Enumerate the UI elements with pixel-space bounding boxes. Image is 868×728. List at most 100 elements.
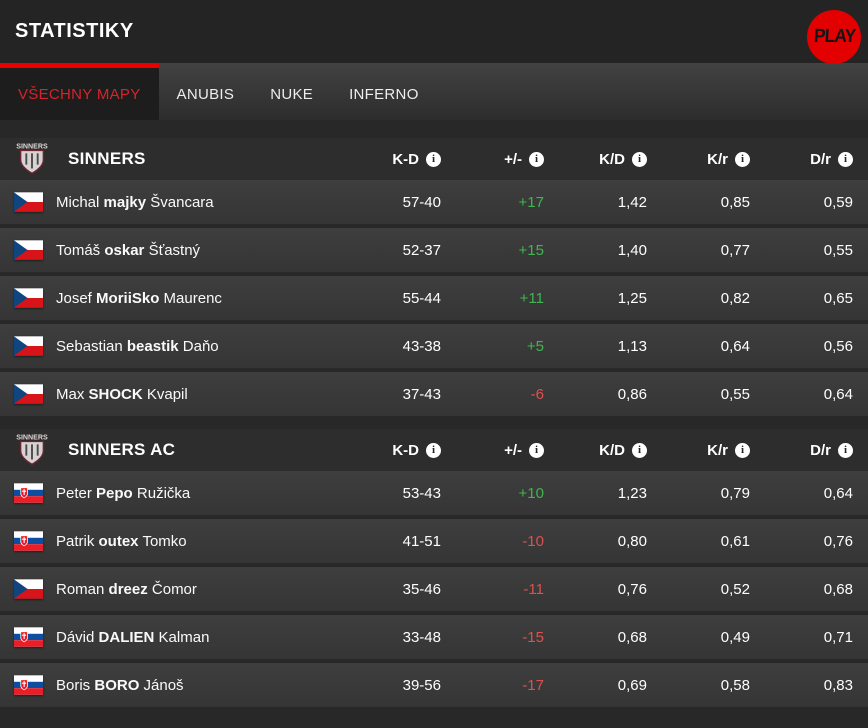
player-row[interactable]: Max SHOCK Kvapil 37-43 -6 0,86 0,55 0,64 xyxy=(0,372,868,416)
info-icon[interactable]: i xyxy=(426,151,441,167)
playzone-logo[interactable]: PLAY xyxy=(807,10,861,64)
player-last-name: Maurenc xyxy=(163,289,222,307)
map-tab[interactable]: ANUBIS xyxy=(159,63,253,120)
team-stats-table: SINNERS SINNERS K-D i +/- i K/D i K/r i … xyxy=(0,138,868,416)
player-first-name: Josef xyxy=(56,289,92,307)
map-tab-label: VŠECHNY MAPY xyxy=(18,85,141,103)
map-tab[interactable]: VŠECHNY MAPY xyxy=(0,63,159,120)
player-nickname: majky xyxy=(103,193,147,211)
player-first-name: Max xyxy=(56,385,85,403)
player-row[interactable]: Michal majky Švancara 57-40 +17 1,42 0,8… xyxy=(0,180,868,224)
stat-column-label: K/D xyxy=(599,441,625,459)
info-icon[interactable]: i xyxy=(735,151,750,167)
stat-kr: 0,49 xyxy=(720,628,750,646)
stat-kd: 43-38 xyxy=(402,337,441,355)
info-icon[interactable]: i xyxy=(735,442,750,458)
stat-dr: 0,59 xyxy=(823,193,853,211)
info-icon[interactable]: i xyxy=(426,442,441,458)
stat-diff: -6 xyxy=(530,385,544,403)
stat-kd-ratio: 0,76 xyxy=(617,580,647,598)
info-icon[interactable]: i xyxy=(838,151,853,167)
player-first-name: Sebastian xyxy=(56,337,123,355)
team-logo-wordmark: SINNERS xyxy=(16,143,48,151)
info-icon[interactable]: i xyxy=(529,151,544,167)
stat-kd-ratio: 1,40 xyxy=(617,241,647,259)
stat-kd: 39-56 xyxy=(402,676,441,694)
player-country-flag xyxy=(14,531,43,551)
stat-kd: 57-40 xyxy=(402,193,441,211)
player-name: Boris BORO Jánoš xyxy=(56,677,338,694)
stat-kd: 52-37 xyxy=(402,241,441,259)
team-logo-wordmark: SINNERS xyxy=(16,434,48,442)
player-nickname: Pepo xyxy=(96,484,133,502)
flag-sk-icon xyxy=(14,627,43,647)
stat-kd: 33-48 xyxy=(402,628,441,646)
info-icon[interactable]: i xyxy=(632,442,647,458)
player-first-name: Roman xyxy=(56,580,105,598)
info-icon[interactable]: i xyxy=(529,442,544,458)
stat-kd-ratio: 0,86 xyxy=(617,385,647,403)
stat-column-header: +/- i xyxy=(441,151,544,168)
info-icon[interactable]: i xyxy=(632,151,647,167)
player-country-flag xyxy=(14,240,43,260)
player-row[interactable]: Dávid DALIEN Kalman 33-48 -15 0,68 0,49 … xyxy=(0,615,868,659)
stat-column-label: D/r xyxy=(810,441,831,459)
team-logo-icon: SINNERS xyxy=(16,143,48,175)
player-name: Tomáš oskar Šťastný xyxy=(56,242,338,259)
stat-column-header: K/D i xyxy=(544,151,647,168)
team-rows: Peter Pepo Ružička 53-43 +10 1,23 0,79 0… xyxy=(0,471,868,707)
stat-kd: 53-43 xyxy=(402,484,441,502)
team-name: SINNERS xyxy=(68,149,146,168)
stat-column-label: K-D xyxy=(392,150,419,168)
player-last-name: Daňo xyxy=(182,337,219,355)
player-first-name: Tomáš xyxy=(56,241,101,259)
player-nickname: dreez xyxy=(108,580,148,598)
flag-cz-icon xyxy=(14,240,43,260)
player-country-flag xyxy=(14,483,43,503)
player-name: Patrik outex Tomko xyxy=(56,533,338,550)
stat-column-header: K/r i xyxy=(647,151,750,168)
player-nickname: SHOCK xyxy=(88,385,143,403)
player-country-flag xyxy=(14,579,43,599)
stat-column-label: K-D xyxy=(392,441,419,459)
stat-diff: +15 xyxy=(518,241,544,259)
stat-column-label: K/r xyxy=(707,150,728,168)
player-row[interactable]: Boris BORO Jánoš 39-56 -17 0,69 0,58 0,8… xyxy=(0,663,868,707)
team-header-row: SINNERS SINNERS K-D i +/- i K/D i K/r i … xyxy=(0,138,868,180)
stat-kr: 0,85 xyxy=(720,193,750,211)
player-country-flag xyxy=(14,627,43,647)
player-last-name: Šťastný xyxy=(148,241,201,259)
stat-headers: K-D i +/- i K/D i K/r i D/r i xyxy=(338,442,853,459)
player-nickname: outex xyxy=(98,532,139,550)
stat-kd: 41-51 xyxy=(402,532,441,550)
stat-column-label: K/D xyxy=(599,150,625,168)
stat-kd-ratio: 1,25 xyxy=(617,289,647,307)
stat-dr: 0,68 xyxy=(823,580,853,598)
player-name: Roman dreez Čomor xyxy=(56,581,338,598)
player-row[interactable]: Tomáš oskar Šťastný 52-37 +15 1,40 0,77 … xyxy=(0,228,868,272)
stat-dr: 0,55 xyxy=(823,241,853,259)
map-tab[interactable]: NUKE xyxy=(252,63,331,120)
player-row[interactable]: Patrik outex Tomko 41-51 -10 0,80 0,61 0… xyxy=(0,519,868,563)
player-country-flag xyxy=(14,675,43,695)
map-tab-label: INFERNO xyxy=(349,85,419,103)
map-tab[interactable]: INFERNO xyxy=(331,63,437,120)
map-tab-label: NUKE xyxy=(270,85,314,103)
flag-cz-icon xyxy=(14,336,43,356)
player-last-name: Tomko xyxy=(142,532,187,550)
stat-dr: 0,83 xyxy=(823,676,853,694)
player-row[interactable]: Sebastian beastik Daňo 43-38 +5 1,13 0,6… xyxy=(0,324,868,368)
player-row[interactable]: Peter Pepo Ružička 53-43 +10 1,23 0,79 0… xyxy=(0,471,868,515)
player-first-name: Peter xyxy=(56,484,92,502)
stat-diff: -10 xyxy=(522,532,544,550)
stat-diff: -17 xyxy=(522,676,544,694)
player-row[interactable]: Josef MoriiSko Maurenc 55-44 +11 1,25 0,… xyxy=(0,276,868,320)
player-last-name: Švancara xyxy=(150,193,214,211)
stat-kd-ratio: 1,13 xyxy=(617,337,647,355)
player-name: Michal majky Švancara xyxy=(56,194,338,211)
team-header-row: SINNERS SINNERS AC K-D i +/- i K/D i K/r… xyxy=(0,429,868,471)
info-icon[interactable]: i xyxy=(838,442,853,458)
player-row[interactable]: Roman dreez Čomor 35-46 -11 0,76 0,52 0,… xyxy=(0,567,868,611)
page-title: STATISTIKY xyxy=(15,20,134,42)
player-nickname: beastik xyxy=(126,337,179,355)
